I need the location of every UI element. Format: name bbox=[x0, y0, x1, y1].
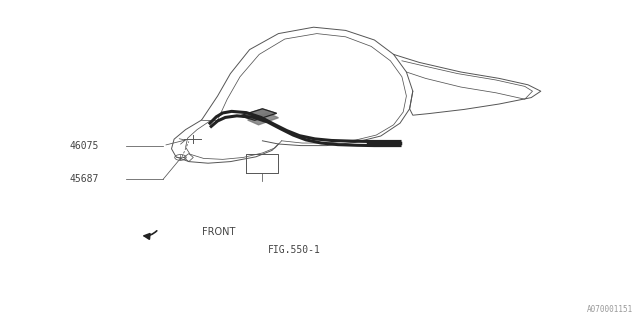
Polygon shape bbox=[240, 109, 276, 120]
Polygon shape bbox=[248, 113, 278, 125]
Text: FRONT: FRONT bbox=[202, 227, 235, 237]
Text: 45687: 45687 bbox=[70, 174, 99, 184]
Text: A070001151: A070001151 bbox=[588, 305, 634, 314]
Text: FIG.550-1: FIG.550-1 bbox=[268, 244, 321, 255]
Text: 46075: 46075 bbox=[70, 140, 99, 151]
